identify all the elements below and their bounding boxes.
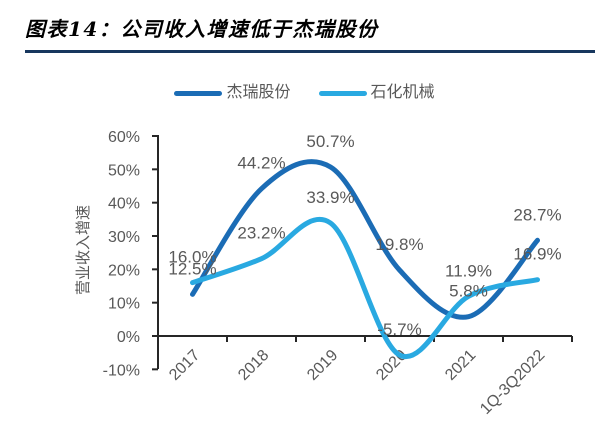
legend-label-shihua: 石化机械 — [370, 84, 435, 101]
data-label: 5.8% — [449, 282, 488, 301]
series-line-1 — [190, 216, 540, 360]
data-label: -5.7% — [377, 320, 421, 339]
x-tick-label: 1Q-3Q2022 — [477, 347, 548, 418]
y-tick-label: 40% — [108, 196, 140, 213]
data-label: 33.9% — [306, 188, 354, 207]
x-tick-label: 2018 — [235, 347, 272, 384]
legend-item-jereh: 杰瑞股份 — [174, 84, 291, 101]
legend-swatch-shihua — [318, 90, 367, 96]
series-line-0 — [190, 159, 540, 320]
y-tick-label: -10% — [103, 362, 140, 379]
data-label: 11.9% — [445, 261, 492, 280]
legend-label-jereh: 杰瑞股份 — [226, 84, 291, 101]
data-label: 16.9% — [513, 245, 561, 264]
y-tick-label: 10% — [108, 296, 140, 313]
y-tick-label: 20% — [108, 262, 140, 279]
data-label: 12.5% — [168, 259, 216, 278]
data-label: 23.2% — [237, 224, 285, 243]
data-label: 19.8% — [375, 235, 423, 254]
x-tick-label: 2017 — [166, 347, 203, 384]
y-axis-title: 营业收入增速 — [75, 205, 92, 295]
data-label: 28.7% — [513, 205, 561, 224]
y-tick-label: 60% — [108, 129, 140, 146]
legend-item-shihua: 石化机械 — [318, 84, 435, 101]
x-tick-label: 2020 — [373, 347, 410, 384]
chart-legend: 杰瑞股份 石化机械 — [12, 85, 597, 101]
x-tick-label: 2019 — [304, 347, 341, 384]
y-tick-label: 0% — [117, 329, 140, 346]
x-tick-label: 2021 — [442, 347, 479, 384]
y-tick-label: 30% — [108, 229, 140, 246]
title-underline — [25, 50, 595, 53]
data-label: 44.2% — [237, 154, 285, 173]
legend-swatch-jereh — [174, 90, 223, 96]
figure-title: 图表14：公司收入增速低于杰瑞股份 — [25, 17, 379, 41]
data-label: 50.7% — [306, 132, 354, 151]
data-label: 16.0% — [168, 248, 216, 267]
y-tick-label: 50% — [108, 162, 140, 179]
